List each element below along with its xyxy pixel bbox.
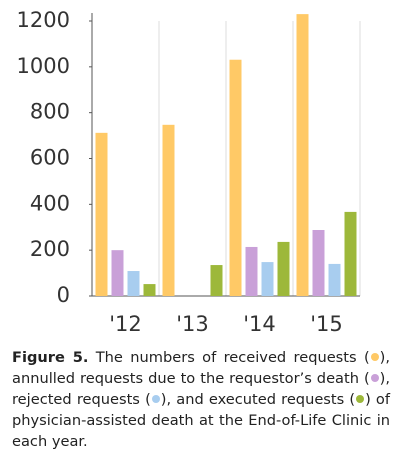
bar [296, 14, 309, 296]
legend-dot [151, 395, 160, 403]
x-tick-label: '15 [310, 312, 343, 336]
caption-text: The numbers of received requests ( [95, 349, 370, 366]
chart: 0 200 400 600 800 1000 1200 '12 '13 '14 '15 [17, 8, 361, 336]
legend-dot [370, 374, 379, 382]
bar [261, 262, 274, 296]
bar [127, 271, 140, 296]
y-tick-label: 1000 [17, 54, 70, 78]
y-tick-label: 600 [30, 146, 70, 170]
y-tick-label: 0 [57, 283, 70, 307]
y-tick-label: 800 [30, 100, 70, 124]
caption-text: ), and executed requests ( [160, 391, 356, 408]
bar [328, 263, 341, 296]
bar [277, 241, 290, 296]
bar [312, 230, 325, 296]
caption-text: ), rejected requests ( [12, 370, 390, 408]
caption-label: Figure 5. [12, 349, 89, 366]
y-tick-label: 200 [30, 237, 70, 261]
caption: Figure 5. The numbers of received reques… [12, 347, 390, 452]
bar [344, 211, 357, 296]
bar [143, 284, 156, 296]
legend-dot [356, 395, 365, 403]
bar [245, 246, 258, 296]
y-tick-label: 1200 [17, 8, 70, 32]
x-tick-label: '13 [176, 312, 209, 336]
x-tick-label: '12 [109, 312, 142, 336]
caption-text: ), annulled requests due to the requesto… [12, 349, 390, 387]
bar [95, 132, 108, 296]
bar [229, 59, 242, 296]
legend-dot [370, 353, 379, 361]
bar [210, 265, 223, 296]
bar [111, 250, 124, 296]
x-tick-label: '14 [243, 312, 276, 336]
bar [162, 124, 175, 296]
y-tick-label: 400 [30, 191, 70, 215]
caption-text: ) of physician-assisted death at the End… [12, 391, 390, 450]
